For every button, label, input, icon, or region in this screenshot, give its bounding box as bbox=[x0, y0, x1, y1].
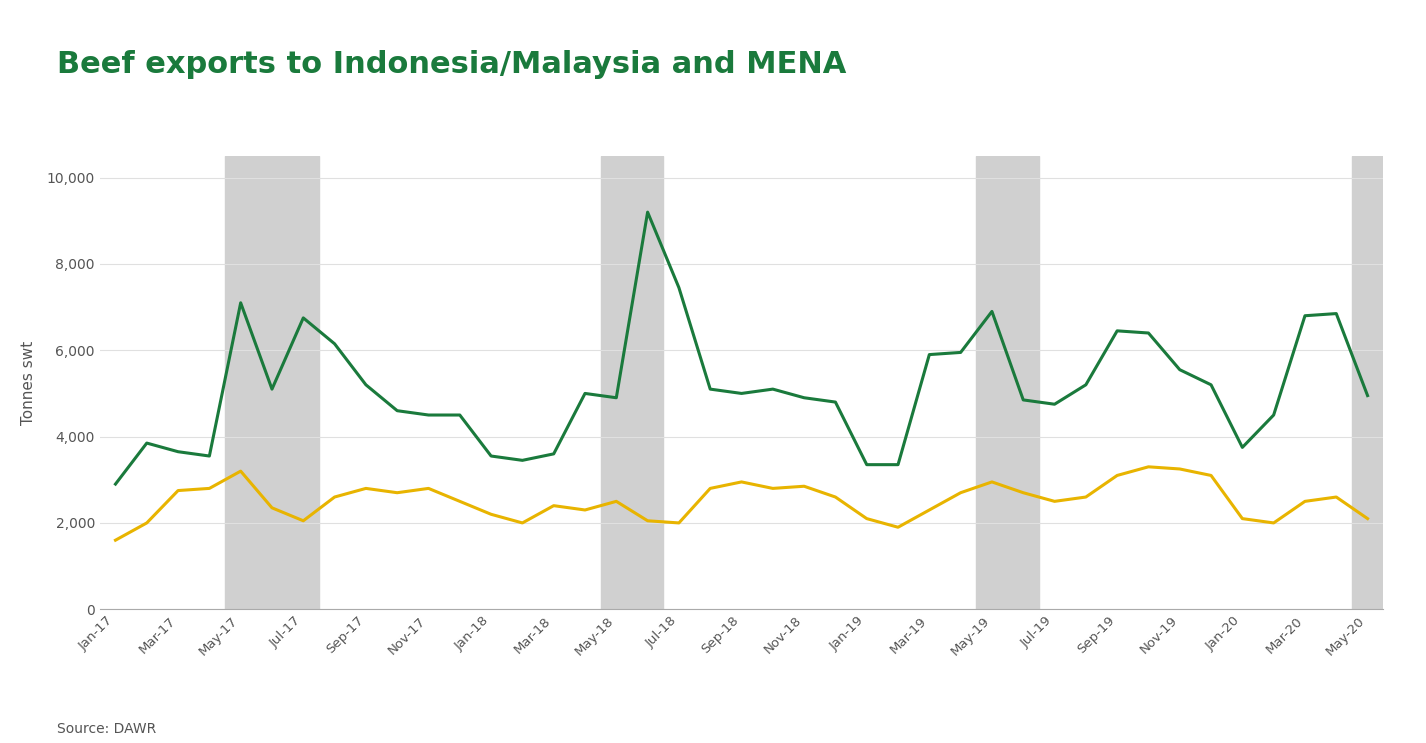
Y-axis label: Tonnes swt: Tonnes swt bbox=[20, 340, 36, 425]
Text: Beef exports to Indonesia/Malaysia and MENA: Beef exports to Indonesia/Malaysia and M… bbox=[57, 50, 847, 79]
Bar bbox=[977, 156, 1040, 609]
Bar bbox=[225, 156, 319, 609]
Bar bbox=[600, 156, 663, 609]
Bar bbox=[1352, 156, 1383, 609]
Text: Source: DAWR: Source: DAWR bbox=[57, 721, 157, 736]
